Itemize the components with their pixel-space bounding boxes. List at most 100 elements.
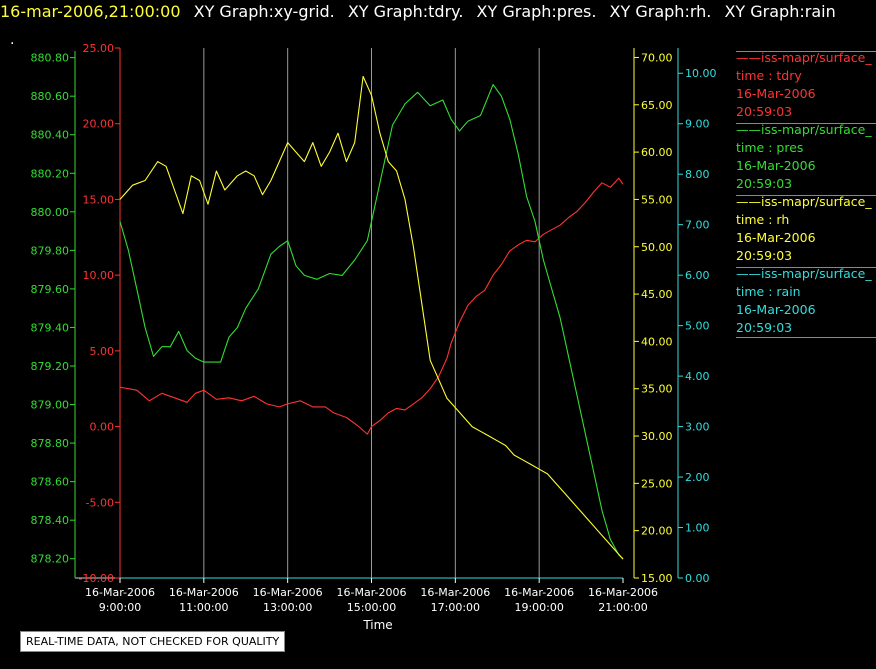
x-axis-ticks: 16-Mar-2006 9:00:00 16-Mar-2006 11:00:00 16-…: [85, 578, 658, 614]
rain-tick-label: 1.00: [685, 522, 710, 535]
rain-tick-label: 6.00: [685, 269, 710, 282]
x-tick-date: 16-Mar-2006: [337, 586, 407, 599]
pres-tick-label: 879.00: [31, 399, 70, 412]
rh-tick-label: 25.00: [641, 477, 673, 490]
legend-date: 16-Mar-2006: [736, 302, 816, 317]
legend-divider: [736, 337, 876, 338]
x-tick-time: 13:00:00: [263, 601, 312, 614]
x-tick-time: 17:00:00: [431, 601, 480, 614]
legend-divider: [736, 195, 876, 196]
rain-tick-label: 5.00: [685, 320, 710, 333]
rh-tick-label: 55.00: [641, 193, 673, 206]
rh-tick-label: 35.00: [641, 383, 673, 396]
legend-date: 16-Mar-2006: [736, 230, 816, 245]
header-graph-tdry: XY Graph:tdry.: [347, 2, 464, 21]
rain-tick-label: 10.00: [685, 67, 717, 80]
legend-series-name: ——iss-mapr/surface_: [736, 122, 872, 137]
legend-date: 16-Mar-2006: [736, 86, 816, 101]
tdry-tick-label: 15.00: [83, 193, 115, 206]
rh-tick-label: 15.00: [641, 572, 673, 585]
tdry-tick-label: 0.00: [90, 421, 115, 434]
status-dot: .: [10, 32, 15, 48]
pres-tick-label: 878.20: [31, 553, 70, 566]
legend-time: 20:59:03: [736, 176, 793, 191]
legend-time: 20:59:03: [736, 248, 793, 263]
legend-series-name: ——iss-mapr/surface_: [736, 266, 872, 281]
header-graph-pres: XY Graph:pres.: [476, 2, 597, 21]
legend-entry-rain: ——iss-mapr/surface_ time : rain 16-Mar-2…: [736, 265, 876, 338]
legend-divider: [736, 267, 876, 268]
pres-tick-label: 878.40: [31, 514, 70, 527]
rh-tick-label: 70.00: [641, 51, 673, 64]
pres-tick-label: 878.60: [31, 476, 70, 489]
pres-tick-label: 880.80: [31, 52, 70, 65]
rh-tick-label: 50.00: [641, 241, 673, 254]
rain-tick-label: 3.00: [685, 421, 710, 434]
rain-tick-label: 2.00: [685, 471, 710, 484]
x-tick-date: 16-Mar-2006: [169, 586, 239, 599]
legend-series-name: ——iss-mapr/surface_: [736, 194, 872, 209]
header-bar: 16-mar-2006,21:00:00 XY Graph:xy-grid. X…: [0, 2, 836, 26]
x-tick-date: 16-Mar-2006: [420, 586, 490, 599]
legend-divider: [736, 123, 876, 124]
pres-tick-label: 878.80: [31, 437, 70, 450]
pres-tick-label: 879.20: [31, 360, 70, 373]
tdry-tick-label: 25.00: [83, 42, 115, 55]
rh-tick-label: 65.00: [641, 99, 673, 112]
series-line-pres: [119, 84, 624, 560]
legend-date: 16-Mar-2006: [736, 158, 816, 173]
rh-tick-label: 45.00: [641, 288, 673, 301]
x-tick-time: 19:00:00: [514, 601, 563, 614]
series-line-rh: [119, 75, 624, 560]
tdry-tick-label: 5.00: [90, 345, 115, 358]
legend-divider: [736, 51, 876, 52]
rh-tick-label: 60.00: [641, 146, 673, 159]
header-graph-xy-grid: XY Graph:xy-grid.: [193, 2, 335, 21]
legend-field: time : rain: [736, 284, 801, 299]
pres-tick-label: 879.40: [31, 321, 70, 334]
legend-field: time : pres: [736, 140, 804, 155]
rh-tick-label: 30.00: [641, 430, 673, 443]
legend-field: time : rh: [736, 212, 790, 227]
header-timestamp: 16-mar-2006,21:00:00: [0, 2, 181, 21]
legend-entry-pres: ——iss-mapr/surface_ time : pres 16-Mar-2…: [736, 121, 876, 193]
pres-tick-label: 880.00: [31, 206, 70, 219]
rain-tick-label: 7.00: [685, 219, 710, 232]
legend-series-name: ——iss-mapr/surface_: [736, 50, 872, 65]
tdry-tick-label: 10.00: [83, 269, 115, 282]
rh-tick-label: 40.00: [641, 335, 673, 348]
x-tick-time: 21:00:00: [598, 601, 647, 614]
legend-field: time : tdry: [736, 68, 802, 83]
legend-time: 20:59:03: [736, 320, 793, 335]
header-graph-rain: XY Graph:rain: [724, 2, 836, 21]
rain-tick-label: 8.00: [685, 168, 710, 181]
x-tick-date: 16-Mar-2006: [85, 586, 155, 599]
axes-group: 878.20 878.40 878.60 878.80 879.00 879.20 879.…: [31, 42, 717, 585]
x-axis-label: Time: [362, 618, 392, 632]
rain-tick-label: 4.00: [685, 370, 710, 383]
x-tick-time: 11:00:00: [179, 601, 228, 614]
pres-tick-label: 880.20: [31, 167, 70, 180]
rain-tick-label: 9.00: [685, 118, 710, 131]
pres-tick-label: 879.60: [31, 283, 70, 296]
tdry-tick-label: -5.00: [86, 496, 114, 509]
series-line-tdry: [119, 177, 624, 435]
pres-tick-label: 880.60: [31, 90, 70, 103]
tdry-tick-label: 20.00: [83, 118, 115, 131]
pres-tick-label: 880.40: [31, 129, 70, 142]
x-grid: [203, 48, 540, 578]
x-tick-date: 16-Mar-2006: [253, 586, 323, 599]
x-tick-date: 16-Mar-2006: [588, 586, 658, 599]
pres-tick-label: 879.80: [31, 244, 70, 257]
legend-time: 20:59:03: [736, 104, 793, 119]
quality-disclaimer: REAL-TIME DATA, NOT CHECKED FOR QUALITY: [20, 631, 286, 652]
header-graph-rh: XY Graph:rh.: [609, 2, 712, 21]
rh-tick-label: 20.00: [641, 525, 673, 538]
tdry-tick-label: -10.00: [79, 572, 114, 585]
x-tick-time: 15:00:00: [347, 601, 396, 614]
legend-entry-tdry: ——iss-mapr/surface_ time : tdry 16-Mar-2…: [736, 49, 876, 121]
x-tick-date: 16-Mar-2006: [504, 586, 574, 599]
rain-tick-label: 0.00: [685, 572, 710, 585]
legend-entry-rh: ——iss-mapr/surface_ time : rh 16-Mar-200…: [736, 193, 876, 265]
